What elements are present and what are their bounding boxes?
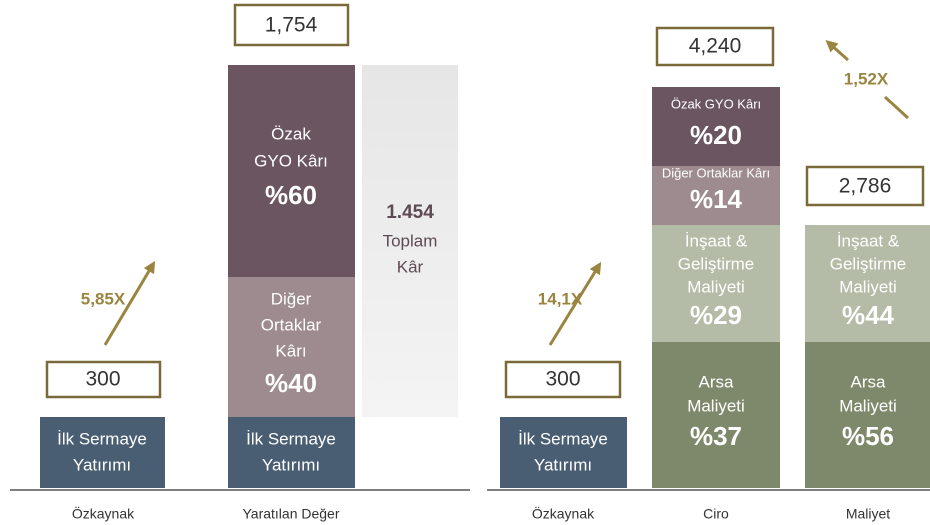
share: %14	[690, 184, 743, 214]
segment-text: Maliyeti	[839, 396, 897, 415]
total-text: Kâr	[397, 257, 424, 276]
segment-text: Kârı	[275, 341, 306, 360]
multiplier: 5,85X	[81, 289, 126, 308]
value-box	[805, 165, 925, 207]
segment-text: İnşaat &	[685, 231, 748, 250]
arrow	[103, 260, 156, 346]
share: %29	[690, 300, 742, 330]
column-label: Özkaynak	[532, 505, 595, 522]
segment-text: Arsa	[851, 372, 887, 391]
total-band	[362, 65, 458, 417]
column-label: Yaratılan Değer	[242, 506, 339, 522]
segment	[805, 225, 930, 342]
column-label: Özkaynak	[72, 505, 135, 522]
share: %56	[842, 421, 894, 451]
share: %37	[690, 421, 742, 451]
segment-text: Maliyeti	[687, 277, 745, 296]
arrow	[825, 40, 849, 62]
value-box	[504, 360, 622, 399]
segment-text: Geliştirme	[830, 254, 907, 273]
segment-text: Maliyeti	[687, 396, 745, 415]
multiplier: 1,52X	[844, 69, 889, 88]
segment	[652, 342, 780, 488]
segment	[228, 277, 355, 417]
segment	[40, 417, 165, 488]
value-box	[233, 3, 350, 47]
column-label: Maliyet	[846, 506, 890, 522]
value: 300	[545, 368, 580, 391]
segment-text: GYO Kârı	[254, 151, 328, 170]
share: %44	[842, 300, 895, 330]
value: 1,754	[265, 14, 318, 37]
arrow	[883, 95, 910, 120]
segment	[652, 87, 780, 166]
multiplier: 14,1X	[538, 289, 583, 308]
segment-text: İnşaat &	[837, 231, 900, 250]
segment-text: İlk Sermaye	[246, 429, 336, 448]
column-label: Ciro	[703, 506, 729, 522]
segment-text: Diğer	[271, 289, 312, 308]
segment	[805, 342, 930, 488]
segment-text: Diğer Ortaklar Kârı	[662, 165, 770, 180]
share: %60	[265, 180, 317, 210]
segment-text: İlk Sermaye	[57, 429, 147, 448]
arrow	[548, 261, 602, 346]
segment-text: Özak	[271, 124, 311, 143]
share: %20	[690, 120, 742, 150]
value-box	[655, 26, 775, 67]
total-value: 1.454	[386, 202, 434, 223]
value: 2,786	[839, 175, 892, 198]
value-box	[45, 360, 162, 399]
segment	[652, 166, 780, 225]
segment-text: Yatırımı	[534, 455, 592, 474]
segment-text: Maliyeti	[839, 277, 897, 296]
total-text: Toplam	[383, 231, 438, 250]
segment-text: Özak GYO Kârı	[671, 96, 761, 111]
segment	[500, 417, 627, 488]
segment-text: Yatırımı	[73, 455, 131, 474]
segment-text: Ortaklar	[261, 315, 322, 334]
segment	[652, 225, 780, 342]
value: 4,240	[689, 35, 742, 58]
share: %40	[265, 368, 317, 398]
segment-text: Yatırımı	[262, 455, 320, 474]
segment-text: Geliştirme	[678, 254, 755, 273]
value: 300	[85, 368, 120, 391]
segment	[228, 65, 355, 277]
segment-text: İlk Sermaye	[518, 429, 608, 448]
segment	[228, 417, 355, 488]
segment-text: Arsa	[699, 372, 735, 391]
